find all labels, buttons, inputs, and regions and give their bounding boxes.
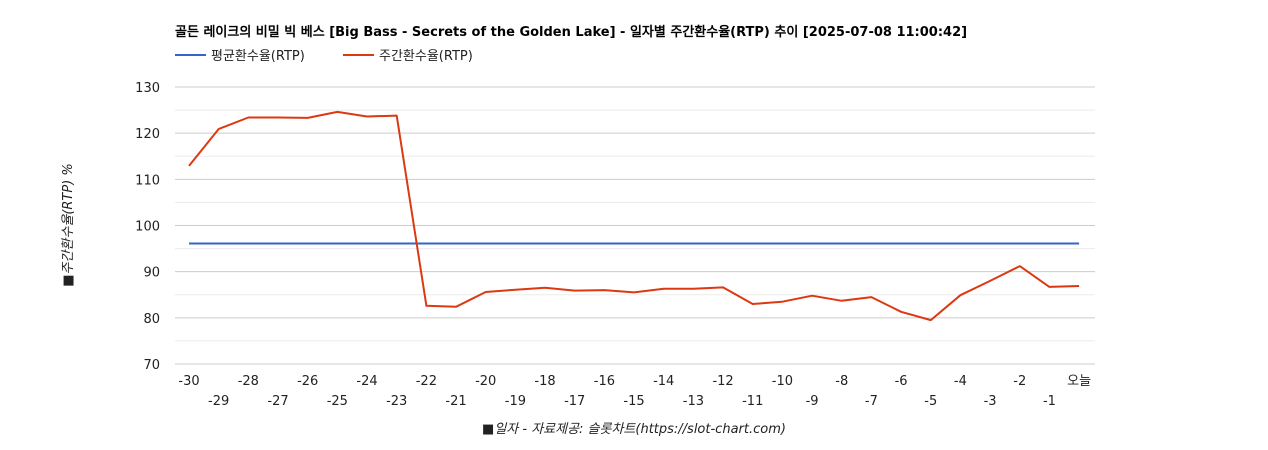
x-tick-label: -14 <box>653 374 674 389</box>
x-tick-label: -28 <box>238 374 259 389</box>
y-tick-label: 80 <box>143 312 160 327</box>
y-tick-label: 70 <box>143 358 160 373</box>
x-tick-label: -3 <box>984 394 997 409</box>
series-lines <box>188 110 1080 322</box>
x-tick-label: -12 <box>712 374 733 389</box>
y-axis-title: ■주간환수율(RTP) % <box>61 163 76 287</box>
x-tick-label: -15 <box>623 394 644 409</box>
x-tick-label: -22 <box>416 374 437 389</box>
x-tick-label: -5 <box>924 394 937 409</box>
x-tick-label: -13 <box>683 394 704 409</box>
legend-label-weekly-rtp: 주간환수율(RTP) <box>379 49 473 64</box>
x-tick-label: -20 <box>475 374 496 389</box>
legend-label-average-rtp: 평균환수율(RTP) <box>211 49 305 64</box>
x-tick-label: -25 <box>327 394 348 409</box>
legend-item-average-rtp[interactable]: 평균환수율(RTP) <box>175 49 305 64</box>
x-axis-title: ■일자 - 자료제공: 슬롯차트(https://slot-chart.com) <box>482 422 786 437</box>
x-tick-label: 오늘 <box>1067 374 1091 389</box>
y-tick-label: 130 <box>135 81 160 96</box>
x-tick-label: -19 <box>505 394 526 409</box>
x-tick-label: -10 <box>772 374 793 389</box>
series-line-weekly-rtp <box>188 110 1080 322</box>
x-tick-label: -11 <box>742 394 763 409</box>
grid <box>175 86 1095 365</box>
y-tick-label: 100 <box>135 220 160 235</box>
x-tick-label: -6 <box>895 374 908 389</box>
x-tick-label: -26 <box>297 374 318 389</box>
chart-title: 골든 레이크의 비밀 빅 베스 [Big Bass - Secrets of t… <box>175 24 967 40</box>
x-tick-label: -9 <box>806 394 819 409</box>
x-tick-label: -2 <box>1013 374 1026 389</box>
x-tick-label: -4 <box>954 374 967 389</box>
x-tick-label: -30 <box>178 374 199 389</box>
y-tick-label: 110 <box>135 173 160 188</box>
x-tick-label: -24 <box>356 374 377 389</box>
x-tick-label: -29 <box>208 394 229 409</box>
x-tick-label: -7 <box>865 394 878 409</box>
y-tick-label: 120 <box>135 127 160 142</box>
x-tick-label: -23 <box>386 394 407 409</box>
x-axis-ticks: -30-29-28-27-26-25-24-23-22-21-20-19-18-… <box>178 374 1091 409</box>
legend-item-weekly-rtp[interactable]: 주간환수율(RTP) <box>343 49 473 64</box>
x-tick-label: -27 <box>267 394 288 409</box>
y-axis-ticks: 70 80 90 100 110 120 130 <box>135 81 160 373</box>
legend: 평균환수율(RTP) 주간환수율(RTP) <box>175 49 473 64</box>
y-tick-label: 90 <box>143 266 160 281</box>
x-tick-label: -16 <box>594 374 615 389</box>
x-tick-label: -21 <box>445 394 466 409</box>
x-tick-label: -17 <box>564 394 585 409</box>
x-tick-label: -18 <box>534 374 555 389</box>
x-tick-label: -1 <box>1043 394 1056 409</box>
x-tick-label: -8 <box>835 374 848 389</box>
